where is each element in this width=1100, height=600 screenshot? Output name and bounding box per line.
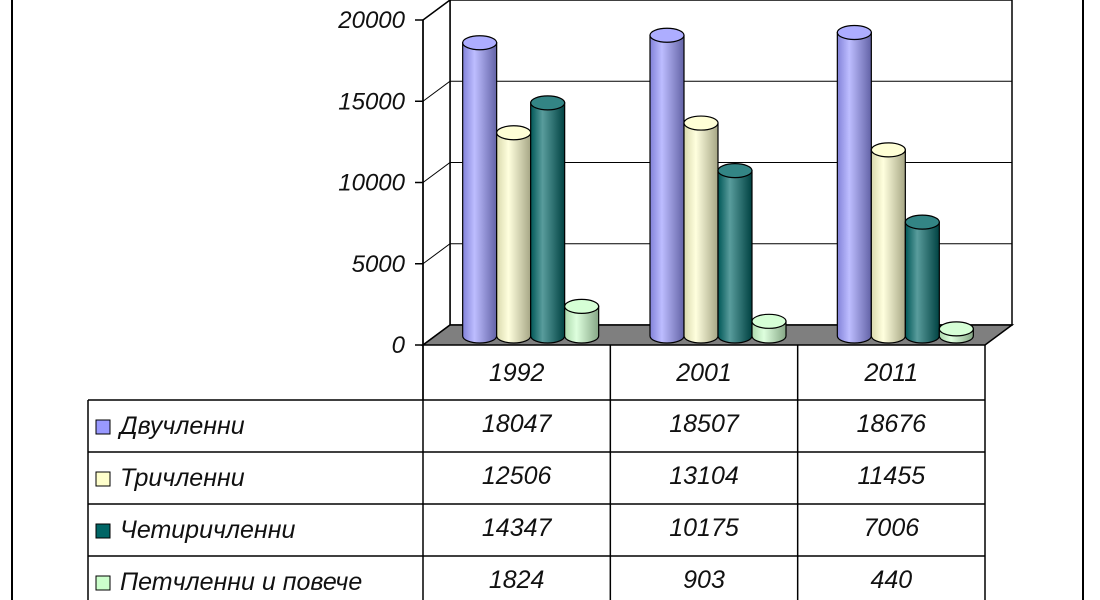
data-table: 1992 2001 2011 Двучленни 18047 18507 18676 Трич… xyxy=(87,345,986,600)
data-label: 14347 xyxy=(482,514,553,542)
bar-2011-3 xyxy=(904,214,940,344)
x-tick-label: 1992 xyxy=(489,359,545,387)
y-tick-label: 20000 xyxy=(337,7,405,34)
bar-1992-3 xyxy=(530,95,566,344)
data-label: 18676 xyxy=(857,410,927,438)
bar-2011-4 xyxy=(938,321,974,344)
data-label: 7006 xyxy=(864,514,920,542)
y-tick-label: 15000 xyxy=(338,88,405,115)
data-label: 18047 xyxy=(482,410,553,438)
data-label: 12506 xyxy=(482,462,552,490)
x-tick-label: 2001 xyxy=(675,359,732,387)
bars xyxy=(462,24,974,344)
data-label: 18507 xyxy=(669,410,740,438)
bar-2001-3 xyxy=(717,163,753,344)
bar-2001-1 xyxy=(649,27,685,344)
y-tick-label: 5000 xyxy=(352,251,406,278)
bar-1992-2 xyxy=(496,125,532,344)
y-axis: 0 5000 10000 15000 20000 xyxy=(337,7,424,359)
y-tick-label: 10000 xyxy=(338,170,405,197)
legend-entry: Петчленни и повече xyxy=(120,568,362,596)
data-label: 903 xyxy=(683,566,725,594)
legend-entry: Двучленни xyxy=(117,412,245,440)
legend-entry: Четиричленни xyxy=(120,516,295,544)
bar-2001-2 xyxy=(683,115,719,344)
bar-2001-4 xyxy=(751,313,787,344)
x-tick-label: 2011 xyxy=(863,359,918,387)
gridlines xyxy=(422,0,1012,265)
y-tick-label: 0 xyxy=(392,332,406,359)
legend-swatch xyxy=(95,575,111,591)
data-label: 1824 xyxy=(489,566,545,594)
bar-2011-1 xyxy=(836,24,872,344)
bar-2011-2 xyxy=(870,142,906,344)
legend-swatch xyxy=(95,523,111,539)
legend-swatch xyxy=(95,419,111,435)
data-label: 440 xyxy=(870,566,912,594)
legend-swatch xyxy=(95,471,111,487)
bar-1992-4 xyxy=(564,298,600,344)
data-label: 10175 xyxy=(669,514,739,542)
bar-1992-1 xyxy=(462,35,498,344)
data-label: 13104 xyxy=(669,462,739,490)
legend-entry: Тричленни xyxy=(120,464,245,492)
data-label: 11455 xyxy=(857,462,925,490)
